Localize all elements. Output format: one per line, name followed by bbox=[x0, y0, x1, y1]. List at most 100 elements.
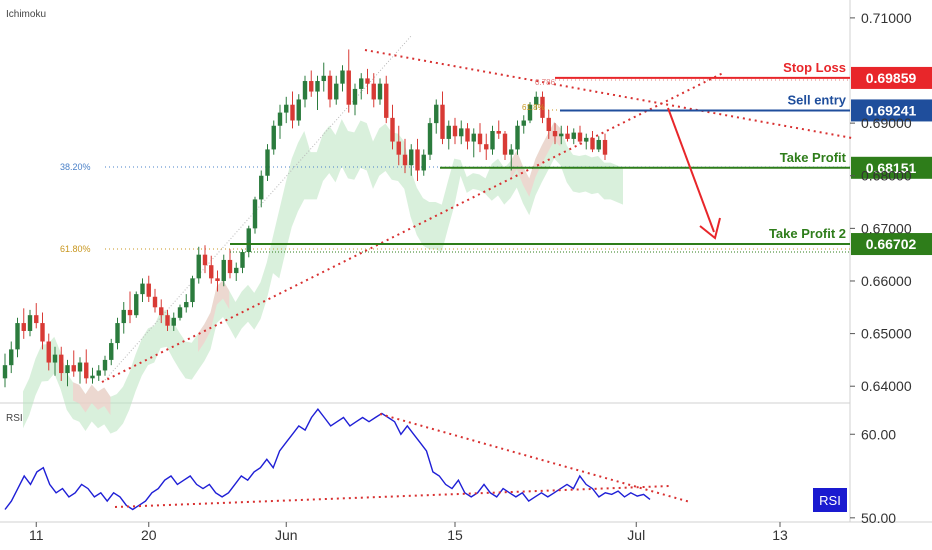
time-tick-label: 13 bbox=[772, 527, 788, 543]
level-tag-value: 0.69241 bbox=[866, 102, 917, 118]
candle-body bbox=[2, 365, 8, 379]
candle-body bbox=[590, 137, 595, 150]
candle-body bbox=[34, 315, 39, 324]
candle-body bbox=[352, 88, 358, 105]
candle-body bbox=[484, 144, 489, 150]
rsi-pane bbox=[4, 408, 691, 511]
candle-body bbox=[459, 128, 464, 137]
candle-body bbox=[259, 175, 264, 200]
candle-body bbox=[252, 199, 258, 229]
level-label: Take Profit 2 bbox=[769, 226, 846, 241]
rsi-rising-trendline bbox=[114, 485, 671, 508]
price-tick-label: 0.66000 bbox=[861, 273, 912, 289]
candle-body bbox=[146, 283, 151, 297]
candle-body bbox=[565, 133, 570, 139]
candle-body bbox=[552, 131, 558, 137]
candle-body bbox=[96, 370, 101, 376]
candle-body bbox=[534, 96, 539, 105]
level-label: Take Profit bbox=[780, 150, 847, 165]
candle-body bbox=[296, 99, 301, 121]
candle-body bbox=[334, 83, 339, 100]
candle-body bbox=[452, 125, 458, 137]
cloud-red-patch bbox=[198, 280, 230, 353]
candle-body bbox=[371, 83, 376, 100]
rsi-badge-label: RSI bbox=[819, 493, 841, 508]
candle-body bbox=[365, 78, 370, 84]
candle-body bbox=[527, 104, 533, 121]
candle-body bbox=[121, 309, 126, 324]
grid bbox=[0, 0, 932, 523]
candle-body bbox=[571, 132, 576, 139]
candle-body bbox=[171, 317, 176, 326]
candle-body bbox=[159, 307, 164, 316]
candlesticks bbox=[2, 49, 608, 388]
candle-body bbox=[446, 125, 451, 139]
level-tag-value: 0.69859 bbox=[866, 70, 917, 86]
forecast-arrow-shaft bbox=[667, 107, 715, 233]
candle-body bbox=[521, 120, 526, 126]
trade-levels: Stop Loss 0.69859 Sell entry 0.69241 Take Pr… bbox=[230, 60, 932, 256]
candle-body bbox=[265, 149, 270, 176]
candle-body bbox=[109, 343, 114, 360]
candle-body bbox=[177, 307, 183, 318]
candle-body bbox=[327, 75, 333, 100]
candle-body bbox=[277, 112, 283, 126]
candle-body bbox=[40, 323, 45, 342]
candle-body bbox=[377, 83, 383, 100]
candle-body bbox=[309, 81, 314, 92]
candle-body bbox=[271, 125, 276, 150]
level-tag-value: 0.68151 bbox=[866, 160, 917, 176]
candle-body bbox=[90, 375, 95, 379]
candle-body bbox=[196, 254, 201, 279]
candle-body bbox=[152, 296, 158, 308]
candle-body bbox=[52, 354, 58, 363]
candle-body bbox=[215, 278, 220, 281]
candle-body bbox=[284, 104, 289, 113]
candle-body bbox=[477, 133, 483, 145]
candle-body bbox=[509, 149, 514, 155]
level-tag-box bbox=[851, 66, 932, 89]
price-tick-label: 0.69000 bbox=[861, 115, 912, 131]
candle-body bbox=[9, 349, 14, 366]
candle-body bbox=[471, 133, 476, 142]
candle-body bbox=[234, 267, 239, 274]
level-tag-box bbox=[851, 233, 932, 256]
candle-body bbox=[502, 133, 508, 155]
time-tick-label: Jun bbox=[275, 527, 298, 543]
candle-body bbox=[434, 104, 439, 124]
candle-body bbox=[209, 265, 214, 279]
cloud-red-patch bbox=[510, 121, 561, 197]
time-tick-label: 15 bbox=[447, 527, 463, 543]
trend-lines bbox=[101, 49, 853, 383]
candle-body bbox=[440, 104, 445, 139]
candle-body bbox=[221, 259, 226, 281]
candle-body bbox=[102, 359, 108, 371]
time-tick-label: 20 bbox=[141, 527, 157, 543]
level-label: Sell entry bbox=[787, 92, 846, 107]
price-tick-label: 0.67000 bbox=[861, 220, 912, 236]
falling-trendline bbox=[364, 49, 853, 139]
candle-body bbox=[21, 323, 26, 331]
candle-body bbox=[115, 323, 120, 344]
level-label: Stop Loss bbox=[783, 60, 846, 75]
candle-body bbox=[577, 132, 583, 142]
candle-body bbox=[390, 117, 395, 142]
candle-body bbox=[415, 149, 420, 171]
candle-body bbox=[515, 125, 520, 150]
fib-618-mini-label: 61.8% bbox=[522, 103, 545, 112]
price-tick-label: 0.68000 bbox=[861, 168, 912, 184]
candle-body bbox=[346, 70, 351, 105]
price-tick-label: 0.65000 bbox=[861, 326, 912, 342]
candle-body bbox=[315, 81, 320, 92]
axes: 0.71000 0.69000 0.68000 0.67000 0.66000 0.650… bbox=[29, 10, 912, 543]
candle-body bbox=[596, 139, 601, 150]
candle-body bbox=[65, 365, 70, 374]
candle-body bbox=[227, 259, 233, 274]
forecast-arrow-head bbox=[699, 217, 721, 240]
candle-body bbox=[402, 154, 408, 166]
price-tick-label: 0.64000 bbox=[861, 378, 912, 394]
candle-body bbox=[127, 309, 133, 316]
time-tick-label: 11 bbox=[29, 527, 44, 543]
candle-body bbox=[184, 302, 189, 308]
candle-body bbox=[290, 104, 295, 121]
